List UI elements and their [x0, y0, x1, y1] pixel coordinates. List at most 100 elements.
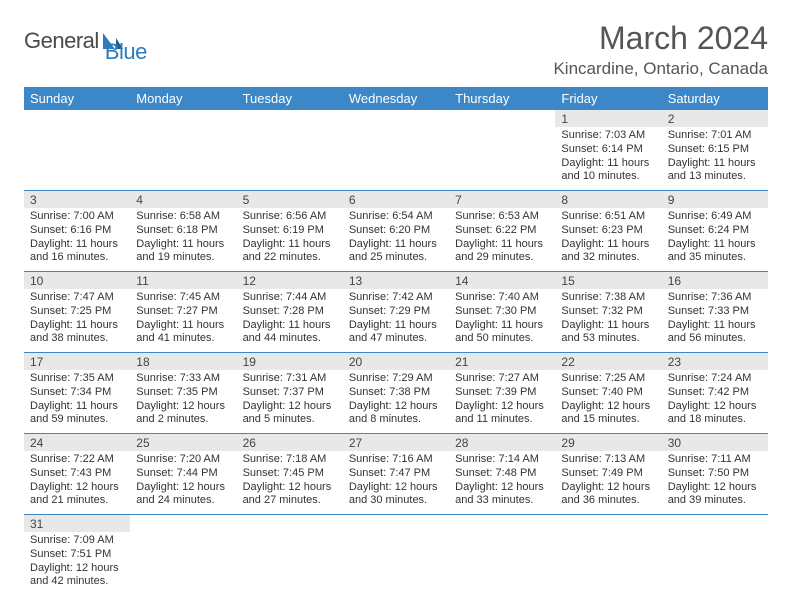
day-detail-cell: Sunrise: 7:13 AMSunset: 7:49 PMDaylight:…	[555, 451, 661, 515]
daylight-text: Daylight: 11 hours and 41 minutes.	[136, 319, 230, 347]
sunrise-text: Sunrise: 7:45 AM	[136, 291, 230, 305]
day-number-cell: 8	[555, 191, 661, 209]
day-number-cell	[130, 515, 236, 533]
day-number-cell	[130, 110, 236, 127]
day-detail-cell: Sunrise: 7:00 AMSunset: 6:16 PMDaylight:…	[24, 208, 130, 272]
sunset-text: Sunset: 7:48 PM	[455, 467, 549, 481]
sunset-text: Sunset: 7:33 PM	[668, 305, 762, 319]
sunrise-text: Sunrise: 7:31 AM	[243, 372, 337, 386]
sunrise-text: Sunrise: 7:11 AM	[668, 453, 762, 467]
sunset-text: Sunset: 7:29 PM	[349, 305, 443, 319]
sunset-text: Sunset: 7:39 PM	[455, 386, 549, 400]
day-detail-cell: Sunrise: 7:42 AMSunset: 7:29 PMDaylight:…	[343, 289, 449, 353]
daylight-text: Daylight: 11 hours and 50 minutes.	[455, 319, 549, 347]
day-number-cell: 5	[237, 191, 343, 209]
day-number-cell	[237, 515, 343, 533]
day-detail-row: Sunrise: 7:35 AMSunset: 7:34 PMDaylight:…	[24, 370, 768, 434]
sunset-text: Sunset: 7:37 PM	[243, 386, 337, 400]
day-detail-cell	[237, 127, 343, 191]
day-detail-cell	[237, 532, 343, 595]
daylight-text: Daylight: 11 hours and 19 minutes.	[136, 238, 230, 266]
day-detail-cell: Sunrise: 7:27 AMSunset: 7:39 PMDaylight:…	[449, 370, 555, 434]
day-detail-cell: Sunrise: 6:49 AMSunset: 6:24 PMDaylight:…	[662, 208, 768, 272]
day-detail-cell: Sunrise: 7:11 AMSunset: 7:50 PMDaylight:…	[662, 451, 768, 515]
sunset-text: Sunset: 7:50 PM	[668, 467, 762, 481]
sunrise-text: Sunrise: 7:20 AM	[136, 453, 230, 467]
weekday-header: Friday	[555, 87, 661, 110]
day-detail-cell: Sunrise: 7:20 AMSunset: 7:44 PMDaylight:…	[130, 451, 236, 515]
sunrise-text: Sunrise: 6:49 AM	[668, 210, 762, 224]
sunrise-text: Sunrise: 7:22 AM	[30, 453, 124, 467]
day-number-cell	[24, 110, 130, 127]
day-detail-row: Sunrise: 7:47 AMSunset: 7:25 PM Daylight:…	[24, 289, 768, 353]
weekday-header: Tuesday	[237, 87, 343, 110]
sunset-text: Sunset: 7:40 PM	[561, 386, 655, 400]
day-detail-cell: Sunrise: 7:38 AMSunset: 7:32 PMDaylight:…	[555, 289, 661, 353]
day-number-cell: 1	[555, 110, 661, 127]
daylight-text: Daylight: 11 hours and 44 minutes.	[243, 319, 337, 347]
day-detail-cell: Sunrise: 6:54 AMSunset: 6:20 PMDaylight:…	[343, 208, 449, 272]
day-number-cell: 2	[662, 110, 768, 127]
day-number-cell	[555, 515, 661, 533]
day-detail-cell: Sunrise: 7:29 AMSunset: 7:38 PMDaylight:…	[343, 370, 449, 434]
daylight-text: Daylight: 12 hours and 30 minutes.	[349, 481, 443, 509]
day-detail-cell: Sunrise: 6:56 AMSunset: 6:19 PMDaylight:…	[237, 208, 343, 272]
day-detail-cell: Sunrise: 7:14 AMSunset: 7:48 PMDaylight:…	[449, 451, 555, 515]
daylight-text: Daylight: 11 hours and 10 minutes.	[561, 157, 655, 185]
sunset-text: Sunset: 7:25 PM	[30, 305, 124, 319]
sunrise-text: Sunrise: 7:38 AM	[561, 291, 655, 305]
day-number-cell	[237, 110, 343, 127]
day-number-cell: 16	[662, 272, 768, 290]
month-title: March 2024	[553, 20, 768, 57]
sunset-text: Sunset: 6:16 PM	[30, 224, 124, 238]
sunrise-text: Sunrise: 7:00 AM	[30, 210, 124, 224]
sunset-text: Sunset: 7:38 PM	[349, 386, 443, 400]
day-detail-cell: Sunrise: 7:35 AMSunset: 7:34 PMDaylight:…	[24, 370, 130, 434]
day-number-row: 3456789	[24, 191, 768, 209]
sunrise-text: Sunrise: 7:47 AM	[30, 291, 124, 305]
day-detail-cell: Sunrise: 7:01 AMSunset: 6:15 PMDaylight:…	[662, 127, 768, 191]
daylight-text: Daylight: 12 hours and 42 minutes.	[30, 562, 124, 590]
day-detail-cell	[449, 532, 555, 595]
sunrise-text: Sunrise: 7:03 AM	[561, 129, 655, 143]
day-detail-cell: Sunrise: 7:09 AMSunset: 7:51 PMDaylight:…	[24, 532, 130, 595]
sunrise-text: Sunrise: 7:01 AM	[668, 129, 762, 143]
day-number-cell: 20	[343, 353, 449, 371]
daylight-text: Daylight: 11 hours and 47 minutes.	[349, 319, 443, 347]
day-detail-cell: Sunrise: 6:51 AMSunset: 6:23 PMDaylight:…	[555, 208, 661, 272]
day-detail-row: Sunrise: 7:09 AMSunset: 7:51 PMDaylight:…	[24, 532, 768, 595]
daylight-text: Daylight: 12 hours and 33 minutes.	[455, 481, 549, 509]
sunset-text: Sunset: 7:43 PM	[30, 467, 124, 481]
day-detail-row: Sunrise: 7:03 AMSunset: 6:14 PMDaylight:…	[24, 127, 768, 191]
daylight-text: Daylight: 12 hours and 2 minutes.	[136, 400, 230, 428]
brand-logo: General Blue	[24, 28, 147, 54]
brand-part2: Blue	[105, 39, 147, 65]
sunrise-text: Sunrise: 7:29 AM	[349, 372, 443, 386]
daylight-text: Daylight: 11 hours and 53 minutes.	[561, 319, 655, 347]
sunset-text: Sunset: 6:14 PM	[561, 143, 655, 157]
day-detail-cell: Sunrise: 7:47 AMSunset: 7:25 PMDaylight:…	[24, 289, 130, 353]
sunrise-text: Sunrise: 7:25 AM	[561, 372, 655, 386]
sunset-text: Sunset: 6:22 PM	[455, 224, 549, 238]
day-number-cell	[343, 110, 449, 127]
daylight-text: Daylight: 12 hours and 18 minutes.	[668, 400, 762, 428]
sunrise-text: Sunrise: 7:27 AM	[455, 372, 549, 386]
daylight-text: Daylight: 12 hours and 39 minutes.	[668, 481, 762, 509]
sunset-text: Sunset: 6:24 PM	[668, 224, 762, 238]
day-number-row: 31	[24, 515, 768, 533]
day-number-row: 17181920212223	[24, 353, 768, 371]
daylight-text: Daylight: 12 hours and 11 minutes.	[455, 400, 549, 428]
day-number-cell: 14	[449, 272, 555, 290]
day-number-cell: 17	[24, 353, 130, 371]
sunrise-text: Sunrise: 7:18 AM	[243, 453, 337, 467]
day-detail-cell	[343, 532, 449, 595]
weekday-header: Thursday	[449, 87, 555, 110]
day-detail-cell: Sunrise: 7:18 AMSunset: 7:45 PMDaylight:…	[237, 451, 343, 515]
day-number-cell: 29	[555, 434, 661, 452]
day-detail-cell: Sunrise: 7:24 AMSunset: 7:42 PMDaylight:…	[662, 370, 768, 434]
sunrise-text: Sunrise: 6:51 AM	[561, 210, 655, 224]
day-number-cell	[662, 515, 768, 533]
day-detail-cell: Sunrise: 7:16 AMSunset: 7:47 PMDaylight:…	[343, 451, 449, 515]
day-detail-cell: Sunrise: 7:03 AMSunset: 6:14 PMDaylight:…	[555, 127, 661, 191]
day-detail-cell: Sunrise: 7:44 AMSunset: 7:28 PMDaylight:…	[237, 289, 343, 353]
